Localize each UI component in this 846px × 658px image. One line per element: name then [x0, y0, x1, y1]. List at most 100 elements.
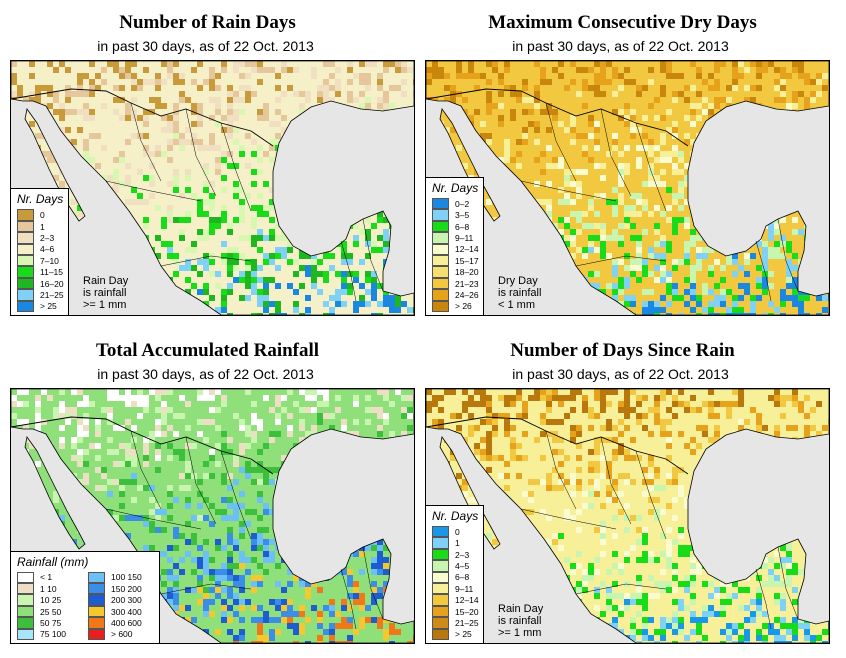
legend-item: 7–10 [17, 255, 64, 267]
coastline [11, 389, 414, 643]
note-line: is rainfall [83, 287, 127, 299]
legend-swatch [17, 277, 34, 290]
legend-label: 3–5 [455, 210, 470, 221]
legend-label: 2–3 [455, 549, 470, 560]
subtitle-date: 22 Oct. 2013 [648, 38, 729, 54]
legend-item: 6–8 [432, 571, 479, 584]
legend-item: 2–3 [17, 232, 64, 244]
coastline [426, 389, 829, 643]
subtitle-prefix: in past 30 days, as of [512, 366, 645, 382]
coastline [439, 436, 501, 550]
state-boundary [362, 546, 384, 620]
legend-item: 6–8 [432, 220, 479, 233]
legend-swatch [17, 605, 34, 618]
coastline [11, 61, 414, 315]
legend-swatch [17, 594, 34, 606]
legend-swatch [17, 617, 34, 629]
legend-swatch [432, 220, 449, 233]
panel-subtitle: in past 30 days, as of 22 Oct. 2013 [0, 38, 415, 54]
legend-swatch [432, 277, 449, 290]
legend-item: 100 150 [88, 571, 155, 584]
legend-item: 300 400 [88, 605, 155, 618]
note-line: >= 1 mm [498, 627, 542, 639]
legend-label: 7–10 [40, 255, 59, 266]
legend-item: 4–5 [432, 560, 479, 572]
subtitle-prefix: in past 30 days, as of [512, 38, 645, 54]
note-line: < 1 mm [498, 299, 535, 311]
state-boundary [575, 583, 667, 595]
legend-swatch [432, 289, 449, 301]
legend-item: 10 25 [17, 594, 84, 606]
legend-swatch [432, 548, 449, 561]
legend-item: 150 200 [88, 583, 155, 595]
legend-label: 15–20 [455, 606, 479, 617]
state-boundary [600, 108, 632, 197]
state-boundary [520, 180, 617, 202]
legend-item: < 1 [17, 571, 84, 584]
state-boundary [185, 108, 217, 197]
state-boundary [130, 102, 162, 182]
legend-label: 12–14 [455, 244, 479, 255]
legend-swatch [88, 605, 105, 618]
mexico-map [11, 61, 414, 315]
coastline [24, 436, 86, 550]
legend-item: > 25 [17, 300, 64, 312]
legend-item: 0 [432, 526, 479, 538]
legend-swatch [432, 232, 449, 244]
legend-item: 4–6 [17, 243, 64, 256]
us-border [11, 88, 274, 147]
legend-item: 3–5 [432, 209, 479, 221]
legend-swatch [17, 243, 34, 256]
legend-swatch [432, 526, 449, 538]
legend-item: 12–14 [432, 594, 479, 606]
legend-label: 1 [40, 221, 45, 232]
legend-item: 1 [432, 537, 479, 549]
legend-swatch [432, 605, 449, 618]
legend-item: 15–20 [432, 605, 479, 618]
legend: Rainfall (mm) < 1 100 150 1 10 150 200 10 25… [11, 550, 160, 643]
legend-label: 1 10 [40, 583, 57, 594]
legend-item: > 600 [88, 628, 155, 640]
state-boundary [185, 436, 217, 525]
legend-swatch [432, 198, 449, 210]
legend-swatch [432, 617, 449, 629]
legend-swatch [17, 289, 34, 301]
panel-total-rainfall: Total Accumulated Rainfall in past 30 da… [0, 328, 415, 648]
subtitle-date: 22 Oct. 2013 [233, 366, 314, 382]
legend-item: 0 [17, 209, 64, 221]
legend-item: 21–25 [17, 289, 64, 301]
legend-title: Nr. Days [17, 192, 64, 207]
mexico-map [426, 61, 829, 315]
legend-label: 200 300 [111, 595, 142, 606]
legend-swatch [432, 243, 449, 256]
panel-rain-days: Number of Rain Days in past 30 days, as … [0, 0, 415, 320]
legend-item: 400 600 [88, 617, 155, 629]
legend-swatch [432, 209, 449, 221]
legend-swatch [17, 266, 34, 278]
legend-label: 9–11 [455, 583, 474, 594]
state-boundary [777, 546, 799, 620]
legend-swatch [88, 617, 105, 629]
state-boundary [545, 430, 577, 510]
state-boundary [160, 255, 252, 267]
legend-item: 200 300 [88, 594, 155, 606]
legend: Nr. Days 0 1 2–3 4–6 7–10 11–15 16–20 21–25 > 25 [11, 188, 69, 315]
note-line: Rain Day [498, 603, 544, 615]
us-border [426, 416, 689, 475]
legend-label: 21–23 [455, 278, 479, 289]
legend-label: > 26 [455, 301, 472, 312]
legend-item: 9–11 [432, 583, 479, 595]
legend-swatch [88, 628, 105, 640]
legend-label: 2–3 [40, 232, 55, 243]
state-boundary [220, 122, 252, 212]
legend-item: 21–23 [432, 277, 479, 290]
legend-label: 9–11 [455, 232, 474, 243]
legend-item: 2–3 [432, 548, 479, 561]
legend-swatch [88, 571, 105, 584]
legend-swatch [17, 255, 34, 267]
legend-swatch [17, 628, 34, 640]
map-note: Dry Day is rainfall < 1 mm [498, 275, 541, 311]
legend-label: 21–25 [455, 617, 479, 628]
legend-item: 25 50 [17, 605, 84, 618]
legend-label: 100 150 [111, 572, 142, 583]
